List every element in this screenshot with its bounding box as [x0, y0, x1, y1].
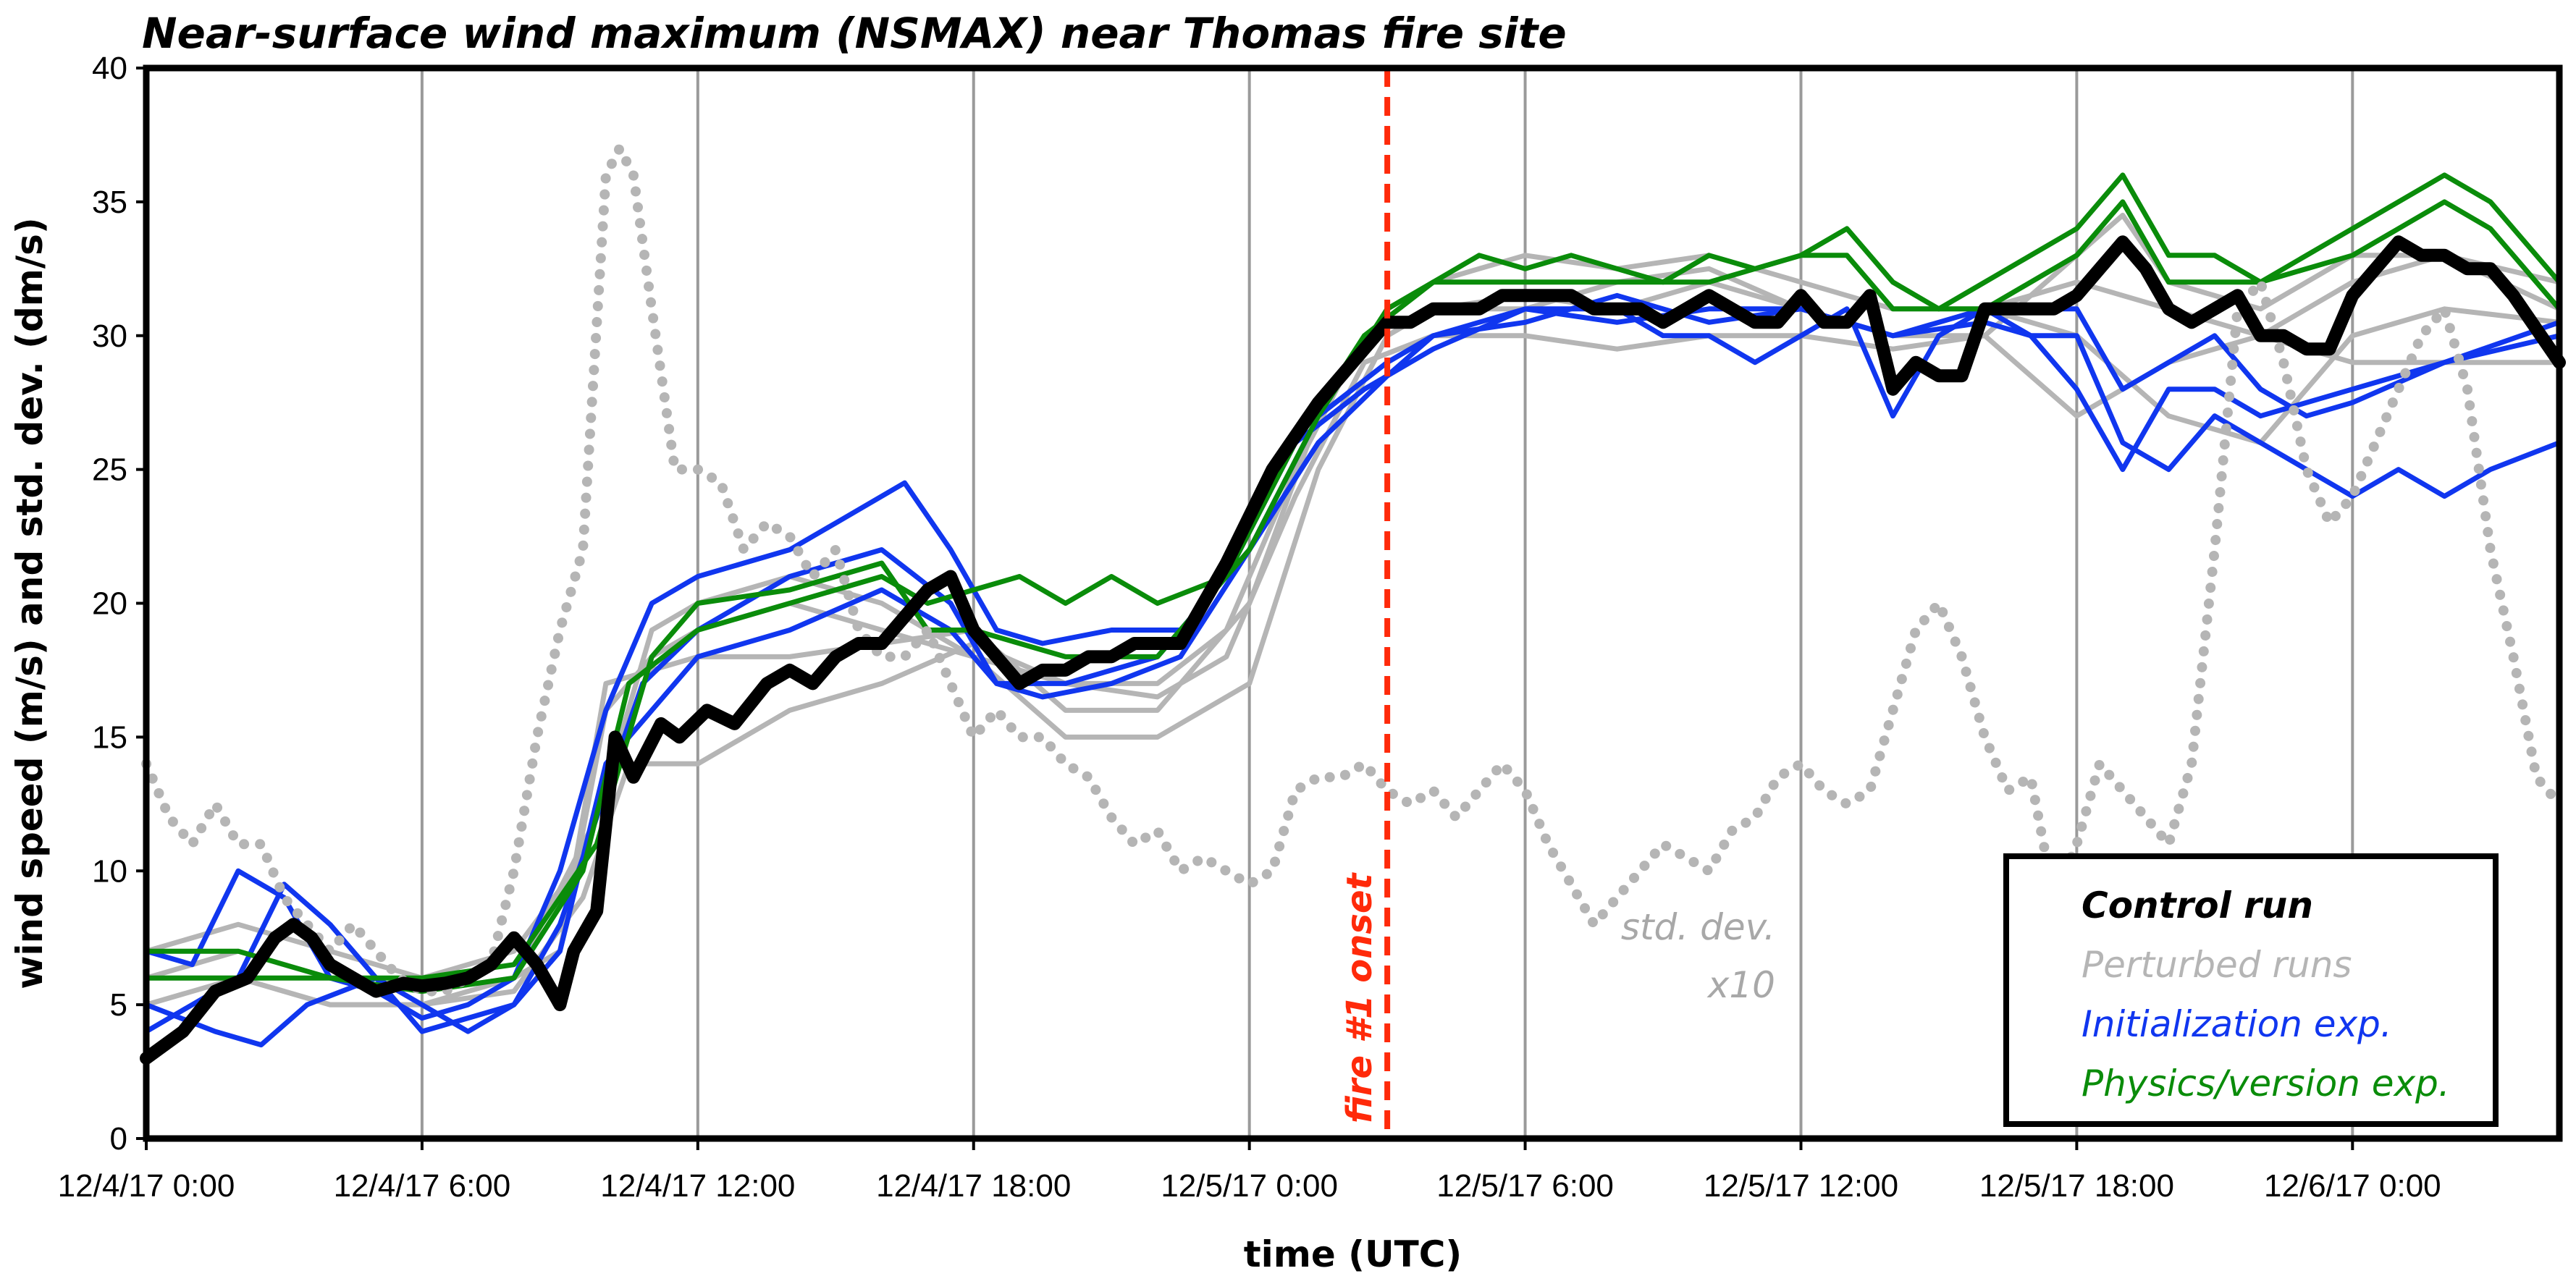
y-tick-label: 40 [92, 51, 127, 86]
x-tick-label: 12/5/17 18:00 [1979, 1168, 2174, 1204]
fire-onset-label: fire #1 onset [1339, 872, 1380, 1124]
annotation-layer: fire #1 onset std. dev. x10 [1339, 68, 1775, 1139]
grid-layer [420, 68, 2354, 1139]
y-tick-label: 30 [92, 318, 127, 354]
series-stddev-1 [141, 143, 2564, 997]
legend-entry: Physics/version exp. [2082, 1063, 2450, 1105]
x-tick-label: 12/5/17 0:00 [1161, 1168, 1338, 1204]
x-tick-label: 12/6/17 0:00 [2264, 1168, 2441, 1204]
legend: Control run Perturbed runs Initialization … [2003, 853, 2499, 1127]
y-tick-label: 35 [92, 185, 127, 220]
y-tick-label: 5 [110, 987, 127, 1023]
y-axis-ticks: 0 5 10 15 20 25 30 35 40 [92, 51, 146, 1157]
y-tick-label: 20 [92, 586, 127, 622]
x-tick-label: 12/5/17 6:00 [1436, 1168, 1614, 1204]
series-init-3 [143, 292, 2562, 1048]
legend-box [2003, 853, 2499, 1127]
x-tick-label: 12/4/17 18:00 [876, 1168, 1071, 1204]
legend-entry: Initialization exp. [2082, 1003, 2392, 1045]
x-tick-label: 12/4/17 6:00 [334, 1168, 511, 1204]
y-tick-label: 10 [92, 853, 127, 889]
x-tick-label: 12/5/17 12:00 [1704, 1168, 1898, 1204]
legend-entry: Control run [2082, 884, 2313, 926]
x-tick-label: 12/4/17 0:00 [58, 1168, 235, 1204]
x-tick-label: 12/4/17 12:00 [600, 1168, 795, 1204]
y-tick-label: 15 [92, 719, 127, 755]
y-axis-label: wind speed (m/s) and std. dev. (dm/s) [9, 217, 51, 989]
x-axis-ticks: 12/4/17 0:00 12/4/17 6:00 12/4/17 12:00 12/… [58, 1139, 2441, 1204]
std-dev-label: std. dev. [1621, 906, 1775, 948]
series-physics-1 [143, 172, 2562, 994]
legend-entry: Perturbed runs [2082, 944, 2352, 986]
x-axis-label: time (UTC) [1244, 1233, 1462, 1275]
series-control-1 [140, 235, 2566, 1065]
y-tick-label: 0 [110, 1121, 127, 1157]
std-dev-multiplier-label: x10 [1706, 964, 1775, 1006]
y-tick-label: 25 [92, 452, 127, 488]
chart-title: Near-surface wind maximum (NSMAX) near T… [142, 9, 1567, 58]
